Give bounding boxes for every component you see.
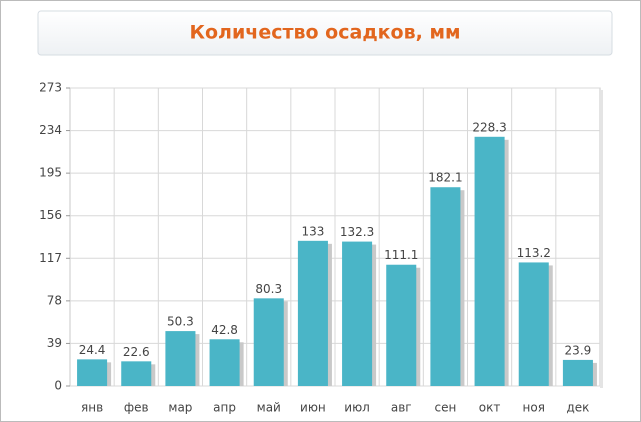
- title-box: [37, 10, 613, 56]
- x-tick-label: авг: [391, 401, 412, 415]
- value-label: 42.8: [211, 323, 238, 337]
- value-label: 133: [301, 224, 324, 238]
- value-label: 111.1: [384, 248, 418, 262]
- x-tick-label: окт: [479, 401, 501, 415]
- x-tick-label: сен: [435, 401, 457, 415]
- y-tick-label: 273: [39, 81, 62, 95]
- x-tick-label: июн: [300, 401, 326, 415]
- x-tick-label: фев: [124, 401, 149, 415]
- y-tick-label: 0: [54, 379, 62, 393]
- x-tick-label: июл: [344, 401, 370, 415]
- value-label: 22.6: [123, 345, 150, 359]
- bar: [209, 339, 240, 386]
- value-label: 132.3: [340, 225, 374, 239]
- bar: [518, 262, 549, 386]
- value-label: 113.2: [517, 246, 551, 260]
- bar: [121, 361, 152, 386]
- bar: [430, 187, 461, 386]
- value-label: 50.3: [167, 315, 194, 329]
- x-tick-label: янв: [81, 401, 103, 415]
- y-tick-label: 156: [39, 208, 62, 222]
- bar: [77, 359, 108, 386]
- value-label: 24.4: [79, 343, 106, 357]
- x-tick-label: ноя: [523, 401, 545, 415]
- value-label: 80.3: [255, 282, 282, 296]
- bar: [165, 331, 196, 386]
- y-tick-label: 117: [39, 251, 62, 265]
- x-tick-label: дек: [566, 401, 589, 415]
- plot-shadow: [600, 90, 603, 388]
- y-tick-label: 39: [47, 336, 62, 350]
- bar: [386, 264, 417, 386]
- bar: [562, 359, 593, 386]
- y-tick-label: 78: [47, 293, 62, 307]
- bar: [253, 298, 284, 386]
- x-tick-label: мар: [168, 401, 192, 415]
- y-tick-label: 195: [39, 166, 62, 180]
- x-tick-label: апр: [213, 401, 236, 415]
- bar: [297, 240, 328, 386]
- bar: [474, 136, 505, 386]
- bar: [342, 241, 373, 386]
- x-tick-label: май: [257, 401, 281, 415]
- value-label: 228.3: [472, 120, 506, 134]
- chart-title: Количество осадков, мм: [189, 22, 460, 44]
- value-label: 23.9: [565, 343, 592, 357]
- value-label: 182.1: [428, 171, 462, 185]
- y-tick-label: 234: [39, 123, 62, 137]
